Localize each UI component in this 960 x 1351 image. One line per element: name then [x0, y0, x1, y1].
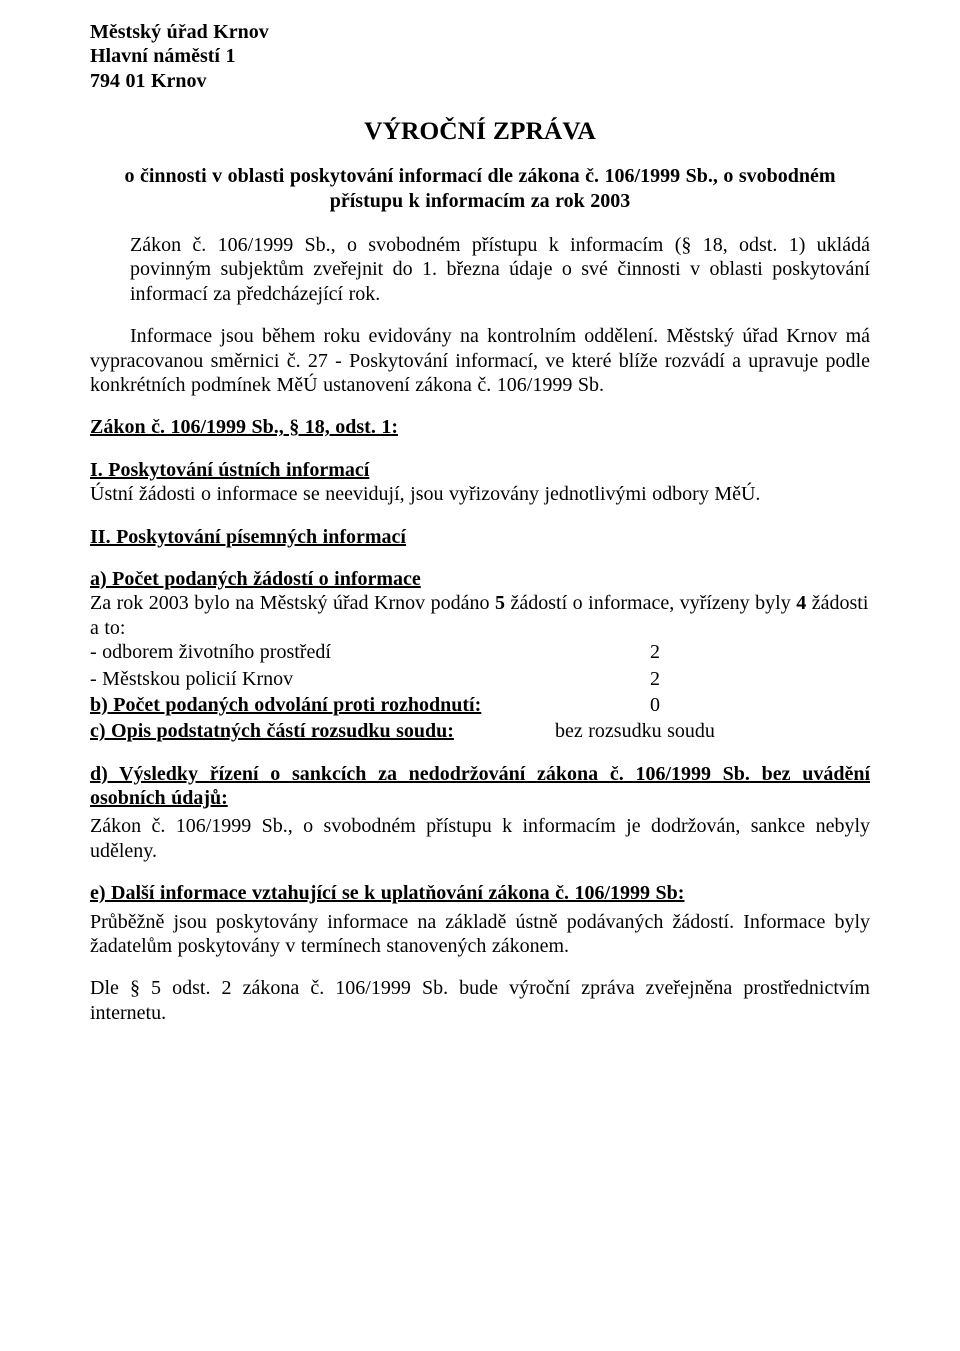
section-reference: Zákon č. 106/1999 Sb., § 18, odst. 1:: [90, 415, 870, 439]
section-ii-heading: II. Poskytování písemných informací: [90, 525, 870, 549]
section-ii-d-text: Zákon č. 106/1999 Sb., o svobodném příst…: [90, 814, 870, 863]
section-ii-e-text: Průběžně jsou poskytovány informace na z…: [90, 910, 870, 959]
section-ii-b-heading: b) Počet podaných odvolání proti rozhodn…: [90, 693, 650, 717]
section-ii-a-prefix: Za rok 2003 bylo na Městský úřad Krnov p…: [90, 592, 495, 614]
section-ii-a-mid: žádostí o informace, vyřízeny byly: [505, 592, 796, 614]
row-value: 2: [650, 640, 660, 664]
section-i-heading: I. Poskytování ústních informací: [90, 458, 870, 482]
count-requests: 5: [495, 592, 505, 614]
header-line1: Městský úřad Krnov: [90, 20, 870, 44]
section-ii-a-text: Za rok 2003 bylo na Městský úřad Krnov p…: [90, 591, 870, 640]
section-i-text: Ústní žádosti o informace se neevidují, …: [90, 482, 870, 506]
intro-paragraph-2: Informace jsou během roku evidovány na k…: [90, 324, 870, 397]
row-label: - Městskou policií Krnov: [90, 667, 650, 691]
header-line2: Hlavní náměstí 1: [90, 44, 870, 68]
table-row: - Městskou policií Krnov 2: [90, 667, 870, 691]
section-ii-c-value: bez rozsudku soudu: [555, 719, 715, 743]
row-value: 2: [650, 667, 660, 691]
header-line3: 794 01 Krnov: [90, 69, 870, 93]
document-title: VÝROČNÍ ZPRÁVA: [90, 115, 870, 146]
section-ii-b-value: 0: [650, 693, 660, 717]
section-ii-c-heading: c) Opis podstatných částí rozsudku soudu…: [90, 719, 555, 743]
section-ii-b: b) Počet podaných odvolání proti rozhodn…: [90, 693, 870, 717]
section-ii-a-heading: a) Počet podaných žádostí o informace: [90, 567, 870, 591]
section-ii-e-heading: e) Další informace vztahující se k uplat…: [90, 881, 870, 905]
table-row: - odborem životního prostředí 2: [90, 640, 870, 664]
count-resolved: 4: [796, 592, 806, 614]
section-ii-d-heading: d) Výsledky řízení o sankcích za nedodrž…: [90, 762, 870, 811]
intro-paragraph-1: Zákon č. 106/1999 Sb., o svobodném příst…: [130, 233, 870, 306]
row-label: - odborem životního prostředí: [90, 640, 650, 664]
footer-paragraph: Dle § 5 odst. 2 zákona č. 106/1999 Sb. b…: [90, 976, 870, 1025]
section-ii-c: c) Opis podstatných částí rozsudku soudu…: [90, 719, 870, 743]
document-subtitle: o činnosti v oblasti poskytování informa…: [124, 165, 835, 211]
